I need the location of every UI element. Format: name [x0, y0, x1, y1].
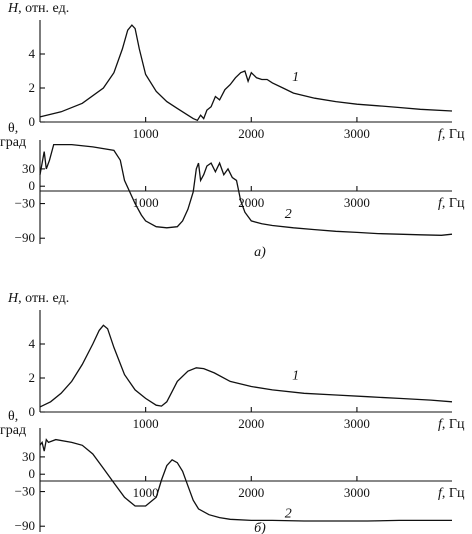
b-theta-ytick-label: −30 [15, 484, 35, 499]
b-H-xlabel-italic: f [438, 417, 444, 432]
b-H-xtick-label: 3000 [344, 416, 370, 431]
b-theta-ylabel-line1: θ, [8, 409, 18, 424]
a-H-ylabel-italic: H [7, 1, 19, 16]
b-H-ylabel-italic: H [7, 291, 19, 306]
a-H-ylabel: H, отн. ед. [7, 1, 69, 16]
b-theta-ytick-label: −90 [15, 518, 35, 533]
a-H-xlabel-italic: f [438, 127, 444, 142]
a-theta-xlabel-rest: , Гц [442, 196, 465, 211]
b-H-ylabel: H, отн. ед. [7, 291, 69, 306]
b-H-ytick-label: 0 [29, 404, 36, 419]
b-theta-xlabel: f, Гц [438, 486, 465, 501]
a-H-ytick-label: 2 [29, 80, 36, 95]
b-theta-xtick-label: 1000 [133, 485, 159, 500]
b-H-xtick-label: 1000 [133, 416, 159, 431]
a-theta-xtick-label: 1000 [133, 195, 159, 210]
panel-label-a: а) [254, 245, 266, 260]
b-theta-xlabel-rest: , Гц [442, 486, 465, 501]
a-H-xtick-label: 1000 [133, 126, 159, 141]
b-H-ylabel-rest: , отн. ед. [18, 291, 69, 306]
b-theta-xlabel-italic: f [438, 486, 444, 501]
b-H-curve-label: 1 [292, 369, 299, 384]
b-theta-xtick-label: 3000 [344, 485, 370, 500]
a-theta-xtick-label: 2000 [238, 195, 264, 210]
a-theta-xlabel: f, Гц [438, 196, 465, 211]
b-theta-xtick-label: 2000 [238, 485, 264, 500]
a-theta-curve-label: 2 [285, 207, 292, 222]
a-H-xlabel: f, Гц [438, 127, 465, 142]
a-theta-ytick-label: −30 [15, 196, 35, 211]
a-theta-ylabel-line2: град [0, 135, 26, 150]
a-theta-ylabel-line1: θ, [8, 121, 18, 136]
a-theta-xlabel-italic: f [438, 196, 444, 211]
b-H-xlabel: f, Гц [438, 417, 465, 432]
a-H-ytick-label: 4 [29, 46, 36, 61]
a-H-curve-label: 1 [292, 70, 299, 85]
a-theta-ytick-label: 0 [29, 178, 36, 193]
a-H-ylabel-rest: , отн. ед. [18, 1, 69, 16]
b-H-ytick-label: 2 [29, 370, 36, 385]
a-theta-ytick-label: −90 [15, 230, 35, 245]
a-H-series-line [39, 24, 453, 122]
b-H-xlabel-rest: , Гц [442, 417, 465, 432]
b-H-series-line [39, 324, 453, 408]
b-theta-series-line [39, 438, 452, 522]
a-H-xtick-label: 2000 [238, 126, 264, 141]
a-H-ytick-label: 0 [29, 114, 36, 129]
b-theta-ytick-label: 0 [29, 466, 36, 481]
a-H-xlabel-rest: , Гц [442, 127, 465, 142]
panel-label-b: б) [254, 521, 266, 534]
b-theta-curve-label: 2 [285, 507, 292, 522]
b-theta-ylabel-line2: град [0, 423, 26, 438]
b-H-xtick-label: 2000 [238, 416, 264, 431]
b-theta-ytick-label: 30 [22, 449, 35, 464]
a-theta-xtick-label: 3000 [344, 195, 370, 210]
b-H-ytick-label: 4 [29, 336, 36, 351]
a-theta-ytick-label: 30 [22, 161, 35, 176]
a-H-xtick-label: 3000 [344, 126, 370, 141]
a-theta-series-line [39, 143, 453, 236]
